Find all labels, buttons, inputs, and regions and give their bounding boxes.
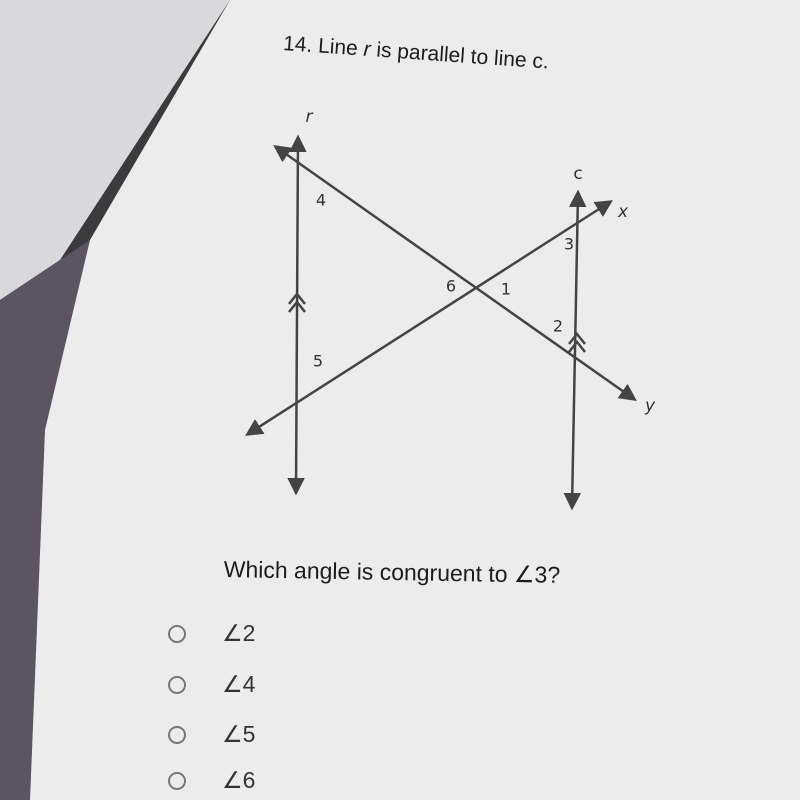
option[interactable]: ∠2 [168,620,255,647]
line-label: y [644,396,656,416]
angle-label: 2 [553,317,563,336]
angle-label: 3 [564,235,574,254]
angle-label: 1 [501,280,511,299]
option[interactable]: ∠4 [168,671,255,698]
parallel-mark [568,331,586,353]
line-r [287,134,307,496]
parallel-mark [288,291,306,313]
option-label: ∠6 [222,767,256,793]
angle-label: 4 [316,191,326,210]
line-y [273,144,637,402]
line-label: c [573,164,582,184]
option-label: ∠4 [222,671,256,697]
radio[interactable] [168,675,186,694]
option-label: ∠5 [222,721,256,747]
option-label: ∠2 [222,620,256,646]
angle-label: 5 [313,352,323,371]
angle-label: 6 [446,277,456,296]
line-label: x [617,202,629,222]
option[interactable]: ∠6 [168,767,255,794]
line-label: r [306,107,314,127]
radio[interactable] [168,771,186,790]
option[interactable]: ∠5 [168,721,255,748]
radio[interactable] [168,725,186,744]
radio[interactable] [168,624,186,643]
line-x [245,200,613,436]
